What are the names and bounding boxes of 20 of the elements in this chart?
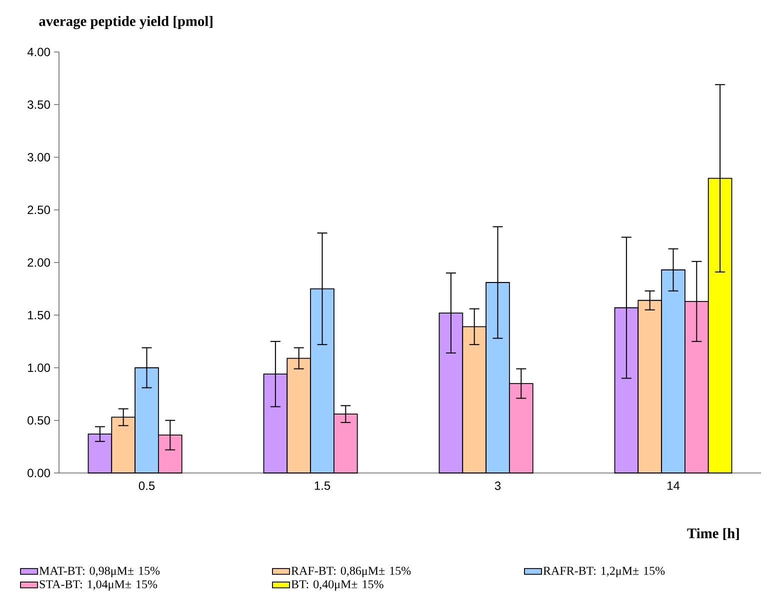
y-tick-label: 0.50 [28,416,50,425]
legend-label: MAT-BT: 0,98μM± 15% [39,566,160,578]
y-tick-label: 1.50 [28,310,50,320]
legend-label: STA-BT: 1,04μM± 15% [40,580,158,591]
y-tick-label: 3.50 [28,100,50,109]
legend-label: RAFR-BT: 1,2μM± 15% [543,566,665,578]
x-tick-label: 3 [494,482,501,490]
y-tick-label: 2.00 [28,258,50,267]
x-tick-label: 14 [667,482,680,490]
x-axis-title: Time [h] [687,528,739,540]
legend-label: BT: 0,40μM± 15% [291,580,384,591]
y-tick-label: 0.00 [28,468,50,478]
legend-label: RAF-BT: 0,86μM± 15% [291,566,411,578]
y-tick-label: 3.00 [28,153,50,162]
x-tick-label: 0.5 [138,482,155,490]
y-axis-title: average peptide yield [pmol] [39,16,212,30]
y-tick-label: 2.50 [28,206,50,214]
x-tick-label: 1.5 [314,482,330,490]
y-tick-label: 4.00 [27,48,50,56]
y-tick-label: 1.00 [28,364,50,372]
